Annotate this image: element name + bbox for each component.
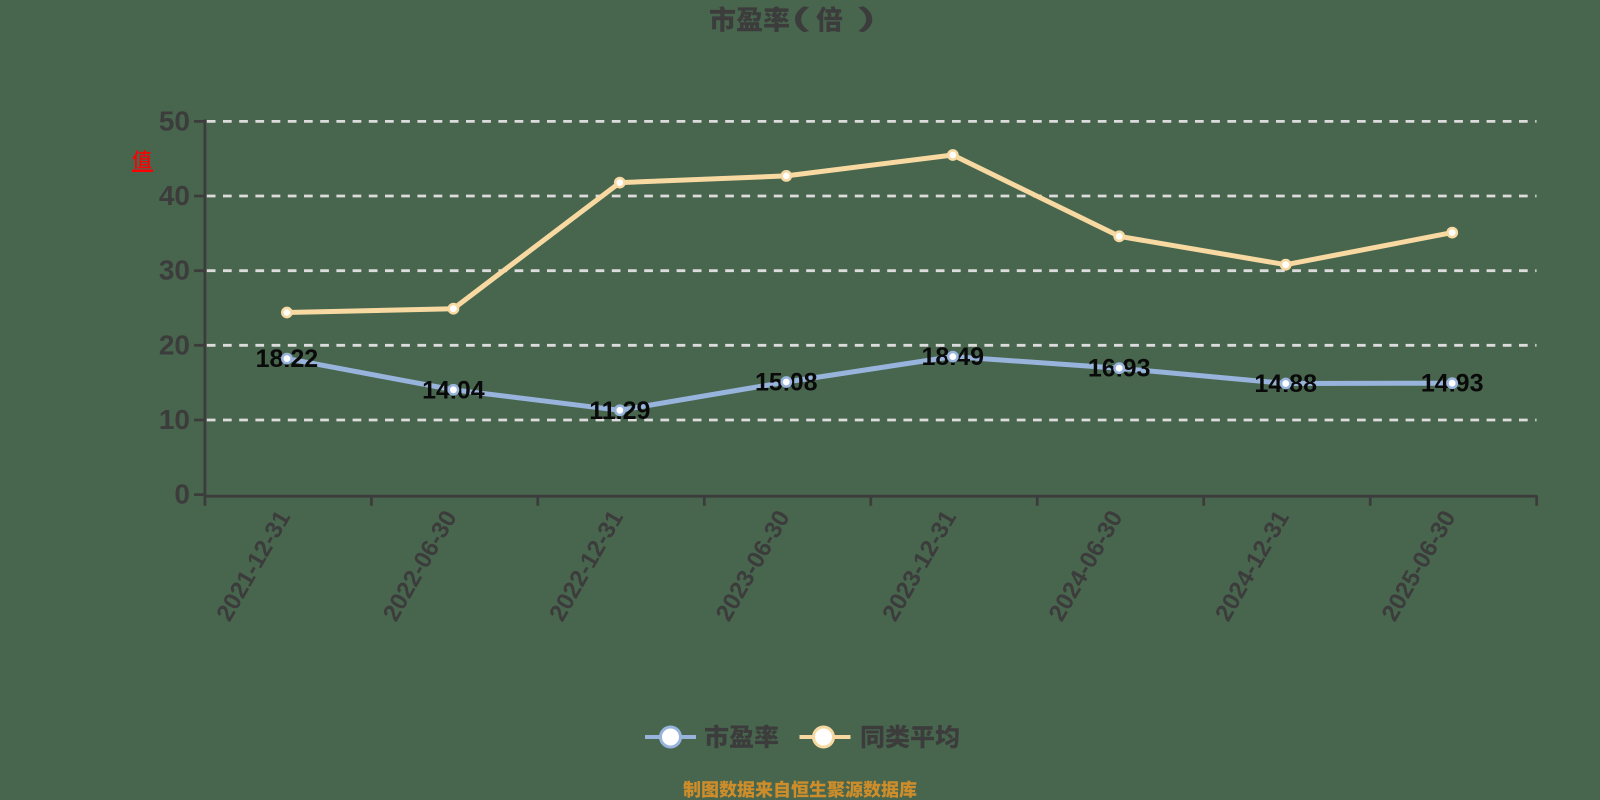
- svg-text:2021-12-31: 2021-12-31: [211, 506, 296, 626]
- svg-text:40: 40: [159, 180, 190, 211]
- svg-text:10: 10: [159, 404, 190, 435]
- svg-text:2022-12-31: 2022-12-31: [544, 506, 629, 626]
- svg-text:2024-12-31: 2024-12-31: [1210, 506, 1295, 626]
- svg-text:30: 30: [159, 255, 190, 286]
- svg-text:2022-06-30: 2022-06-30: [378, 506, 463, 626]
- svg-text:20: 20: [159, 329, 190, 360]
- svg-text:0: 0: [174, 479, 190, 510]
- svg-text:2024-06-30: 2024-06-30: [1044, 506, 1129, 626]
- svg-text:2023-12-31: 2023-12-31: [877, 506, 962, 626]
- svg-text:2025-06-30: 2025-06-30: [1377, 506, 1462, 626]
- svg-text:50: 50: [159, 105, 190, 136]
- svg-text:2023-06-30: 2023-06-30: [711, 506, 796, 626]
